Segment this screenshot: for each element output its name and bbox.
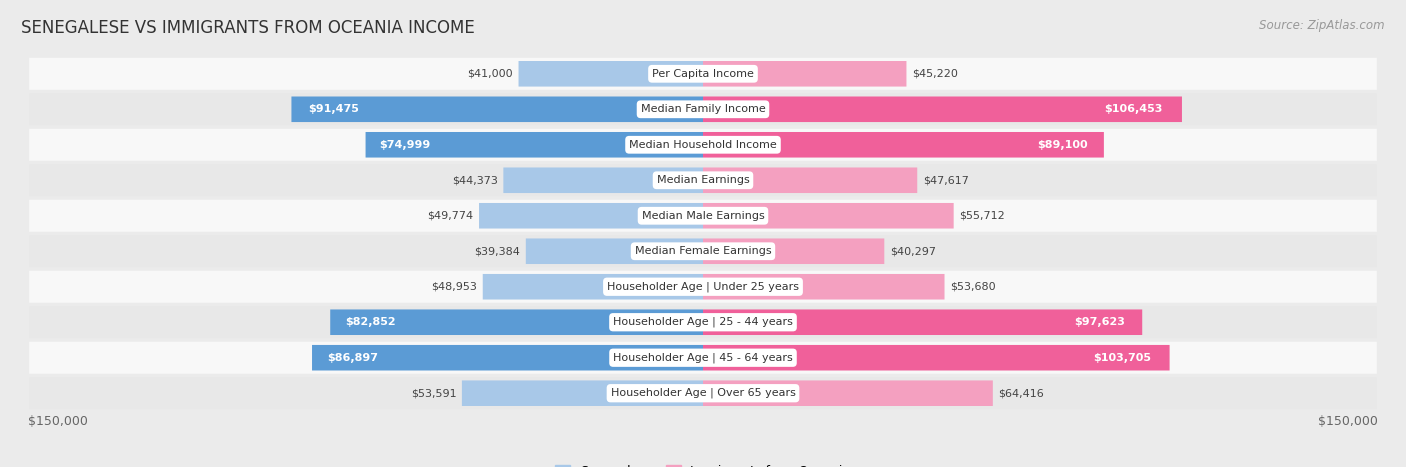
- Text: $150,000: $150,000: [28, 415, 89, 428]
- Text: Median Male Earnings: Median Male Earnings: [641, 211, 765, 221]
- Text: Median Household Income: Median Household Income: [628, 140, 778, 150]
- FancyBboxPatch shape: [703, 274, 945, 299]
- FancyBboxPatch shape: [703, 61, 907, 86]
- Text: SENEGALESE VS IMMIGRANTS FROM OCEANIA INCOME: SENEGALESE VS IMMIGRANTS FROM OCEANIA IN…: [21, 19, 475, 37]
- FancyBboxPatch shape: [703, 132, 1104, 157]
- Text: $106,453: $106,453: [1105, 104, 1163, 114]
- FancyBboxPatch shape: [291, 97, 703, 122]
- Text: Source: ZipAtlas.com: Source: ZipAtlas.com: [1260, 19, 1385, 32]
- Text: Per Capita Income: Per Capita Income: [652, 69, 754, 79]
- Text: $86,897: $86,897: [328, 353, 378, 363]
- Text: $82,852: $82,852: [344, 317, 395, 327]
- Text: $45,220: $45,220: [912, 69, 957, 79]
- Text: $41,000: $41,000: [468, 69, 513, 79]
- Text: $53,591: $53,591: [411, 388, 457, 398]
- FancyBboxPatch shape: [330, 310, 703, 335]
- FancyBboxPatch shape: [28, 305, 1378, 339]
- Text: $103,705: $103,705: [1092, 353, 1152, 363]
- Text: $150,000: $150,000: [1317, 415, 1378, 428]
- Text: Householder Age | Over 65 years: Householder Age | Over 65 years: [610, 388, 796, 398]
- FancyBboxPatch shape: [519, 61, 703, 86]
- Text: $49,774: $49,774: [427, 211, 474, 221]
- FancyBboxPatch shape: [28, 199, 1378, 233]
- FancyBboxPatch shape: [463, 381, 703, 406]
- FancyBboxPatch shape: [703, 310, 1142, 335]
- FancyBboxPatch shape: [703, 203, 953, 228]
- FancyBboxPatch shape: [366, 132, 703, 157]
- Text: $74,999: $74,999: [380, 140, 430, 150]
- FancyBboxPatch shape: [479, 203, 703, 228]
- Text: Median Earnings: Median Earnings: [657, 175, 749, 185]
- Text: $44,373: $44,373: [453, 175, 498, 185]
- Text: Median Female Earnings: Median Female Earnings: [634, 246, 772, 256]
- Text: $53,680: $53,680: [950, 282, 995, 292]
- Text: Householder Age | 45 - 64 years: Householder Age | 45 - 64 years: [613, 353, 793, 363]
- Text: $89,100: $89,100: [1038, 140, 1088, 150]
- FancyBboxPatch shape: [28, 376, 1378, 410]
- Text: $48,953: $48,953: [432, 282, 478, 292]
- Text: $39,384: $39,384: [475, 246, 520, 256]
- FancyBboxPatch shape: [28, 57, 1378, 91]
- FancyBboxPatch shape: [28, 92, 1378, 126]
- FancyBboxPatch shape: [703, 168, 917, 193]
- FancyBboxPatch shape: [28, 341, 1378, 375]
- FancyBboxPatch shape: [503, 168, 703, 193]
- FancyBboxPatch shape: [703, 97, 1182, 122]
- Text: $55,712: $55,712: [959, 211, 1005, 221]
- FancyBboxPatch shape: [28, 234, 1378, 268]
- Text: $97,623: $97,623: [1074, 317, 1125, 327]
- FancyBboxPatch shape: [703, 239, 884, 264]
- Text: Householder Age | Under 25 years: Householder Age | Under 25 years: [607, 282, 799, 292]
- Text: $40,297: $40,297: [890, 246, 936, 256]
- FancyBboxPatch shape: [28, 270, 1378, 304]
- Text: Householder Age | 25 - 44 years: Householder Age | 25 - 44 years: [613, 317, 793, 327]
- FancyBboxPatch shape: [703, 381, 993, 406]
- FancyBboxPatch shape: [526, 239, 703, 264]
- Legend: Senegalese, Immigrants from Oceania: Senegalese, Immigrants from Oceania: [550, 460, 856, 467]
- Text: Median Family Income: Median Family Income: [641, 104, 765, 114]
- Text: $91,475: $91,475: [308, 104, 359, 114]
- FancyBboxPatch shape: [482, 274, 703, 299]
- Text: $64,416: $64,416: [998, 388, 1045, 398]
- FancyBboxPatch shape: [703, 345, 1170, 370]
- FancyBboxPatch shape: [28, 128, 1378, 162]
- FancyBboxPatch shape: [312, 345, 703, 370]
- Text: $47,617: $47,617: [922, 175, 969, 185]
- FancyBboxPatch shape: [28, 163, 1378, 197]
